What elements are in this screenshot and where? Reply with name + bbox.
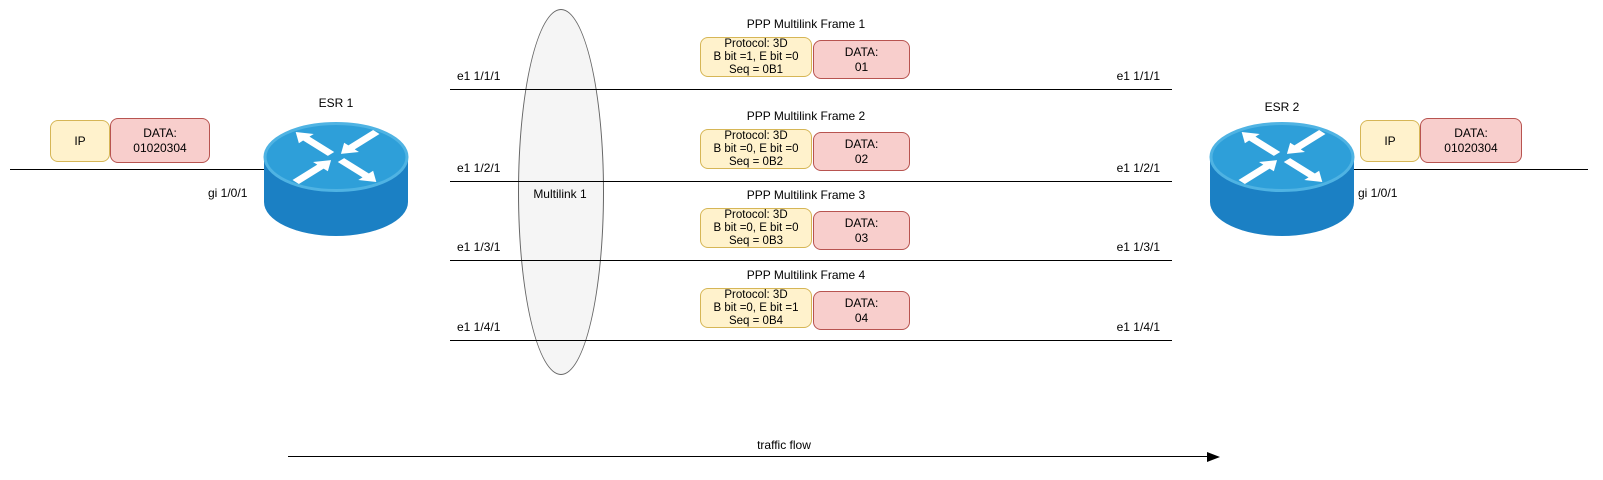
frame-4-title: PPP Multilink Frame 4 bbox=[746, 268, 866, 282]
frame-1-title: PPP Multilink Frame 1 bbox=[746, 17, 866, 31]
link-2-left-label: e1 1/2/1 bbox=[457, 161, 501, 175]
frame-3-data-label: DATA: bbox=[844, 215, 879, 230]
frame-3-protocol: Protocol: 3D bbox=[724, 208, 788, 221]
frame-2-protocol: Protocol: 3D bbox=[724, 129, 788, 142]
right-data-value: 01020304 bbox=[1444, 140, 1498, 155]
right-router-icon bbox=[1209, 122, 1355, 236]
multilink-label: Multilink 1 bbox=[533, 187, 587, 201]
frame-2-title: PPP Multilink Frame 2 bbox=[746, 109, 866, 123]
member-link-line-2 bbox=[450, 181, 1172, 182]
frame-3-bits: B bit =0, E bit =0 bbox=[713, 221, 799, 234]
left-data-value: 01020304 bbox=[133, 140, 187, 155]
frame-4-data-label: DATA: bbox=[844, 295, 879, 310]
frame-1-seq: Seq = 0B1 bbox=[728, 63, 784, 76]
frame-1-data-label: DATA: bbox=[844, 44, 879, 59]
member-link-line-3 bbox=[450, 260, 1172, 261]
frame-2-data-box: DATA: 02 bbox=[813, 132, 910, 171]
link-3-right-label: e1 1/3/1 bbox=[1116, 240, 1160, 254]
traffic-flow-arrowhead-icon bbox=[1207, 452, 1220, 462]
link-4-left-label: e1 1/4/1 bbox=[457, 320, 501, 334]
left-ip-header-box: IP bbox=[50, 120, 110, 162]
right-ip-label: IP bbox=[1384, 133, 1396, 148]
right-data-box: DATA: 01020304 bbox=[1420, 118, 1522, 163]
multilink-bundle-ellipse bbox=[518, 9, 604, 375]
link-4-right-label: e1 1/4/1 bbox=[1116, 320, 1160, 334]
frame-3-seq: Seq = 0B3 bbox=[728, 234, 784, 247]
member-link-line-1 bbox=[450, 89, 1172, 90]
frame-3-protocol-box: Protocol: 3D B bit =0, E bit =0 Seq = 0B… bbox=[700, 208, 812, 248]
frame-1-data-value: 01 bbox=[854, 59, 869, 74]
right-access-wire bbox=[1290, 169, 1588, 170]
right-interface-label: gi 1/0/1 bbox=[1358, 186, 1398, 200]
frame-4-protocol: Protocol: 3D bbox=[724, 288, 788, 301]
frame-2-protocol-box: Protocol: 3D B bit =0, E bit =0 Seq = 0B… bbox=[700, 129, 812, 169]
link-3-left-label: e1 1/3/1 bbox=[457, 240, 501, 254]
right-router-label: ESR 2 bbox=[1264, 100, 1300, 114]
left-interface-label: gi 1/0/1 bbox=[208, 186, 248, 200]
link-1-right-label: e1 1/1/1 bbox=[1116, 69, 1160, 83]
traffic-flow-label: traffic flow bbox=[757, 438, 811, 452]
frame-3-data-box: DATA: 03 bbox=[813, 211, 910, 250]
frame-1-protocol: Protocol: 3D bbox=[724, 37, 788, 50]
frame-2-data-value: 02 bbox=[854, 151, 869, 166]
frame-4-data-box: DATA: 04 bbox=[813, 291, 910, 330]
frame-4-bits: B bit =0, E bit =1 bbox=[713, 301, 799, 314]
left-ip-label: IP bbox=[74, 133, 86, 148]
frame-2-seq: Seq = 0B2 bbox=[728, 155, 784, 168]
link-2-right-label: e1 1/2/1 bbox=[1116, 161, 1160, 175]
left-router-icon bbox=[263, 122, 409, 236]
link-1-left-label: e1 1/1/1 bbox=[457, 69, 501, 83]
left-access-wire bbox=[10, 169, 300, 170]
frame-3-title: PPP Multilink Frame 3 bbox=[746, 188, 866, 202]
frame-3-data-value: 03 bbox=[854, 230, 869, 245]
left-router-label: ESR 1 bbox=[318, 96, 354, 110]
frame-2-data-label: DATA: bbox=[844, 136, 879, 151]
frame-1-bits: B bit =1, E bit =0 bbox=[713, 50, 799, 63]
frame-1-protocol-box: Protocol: 3D B bit =1, E bit =0 Seq = 0B… bbox=[700, 37, 812, 77]
frame-4-protocol-box: Protocol: 3D B bit =0, E bit =1 Seq = 0B… bbox=[700, 288, 812, 328]
frame-2-bits: B bit =0, E bit =0 bbox=[713, 142, 799, 155]
member-link-line-4 bbox=[450, 340, 1172, 341]
frame-1-data-box: DATA: 01 bbox=[813, 40, 910, 79]
right-ip-header-box: IP bbox=[1360, 120, 1420, 162]
traffic-flow-line bbox=[288, 456, 1208, 457]
frame-4-seq: Seq = 0B4 bbox=[728, 314, 784, 327]
frame-4-data-value: 04 bbox=[854, 310, 869, 325]
left-data-label: DATA: bbox=[143, 125, 177, 140]
right-data-label: DATA: bbox=[1454, 125, 1488, 140]
left-data-box: DATA: 01020304 bbox=[110, 118, 210, 163]
